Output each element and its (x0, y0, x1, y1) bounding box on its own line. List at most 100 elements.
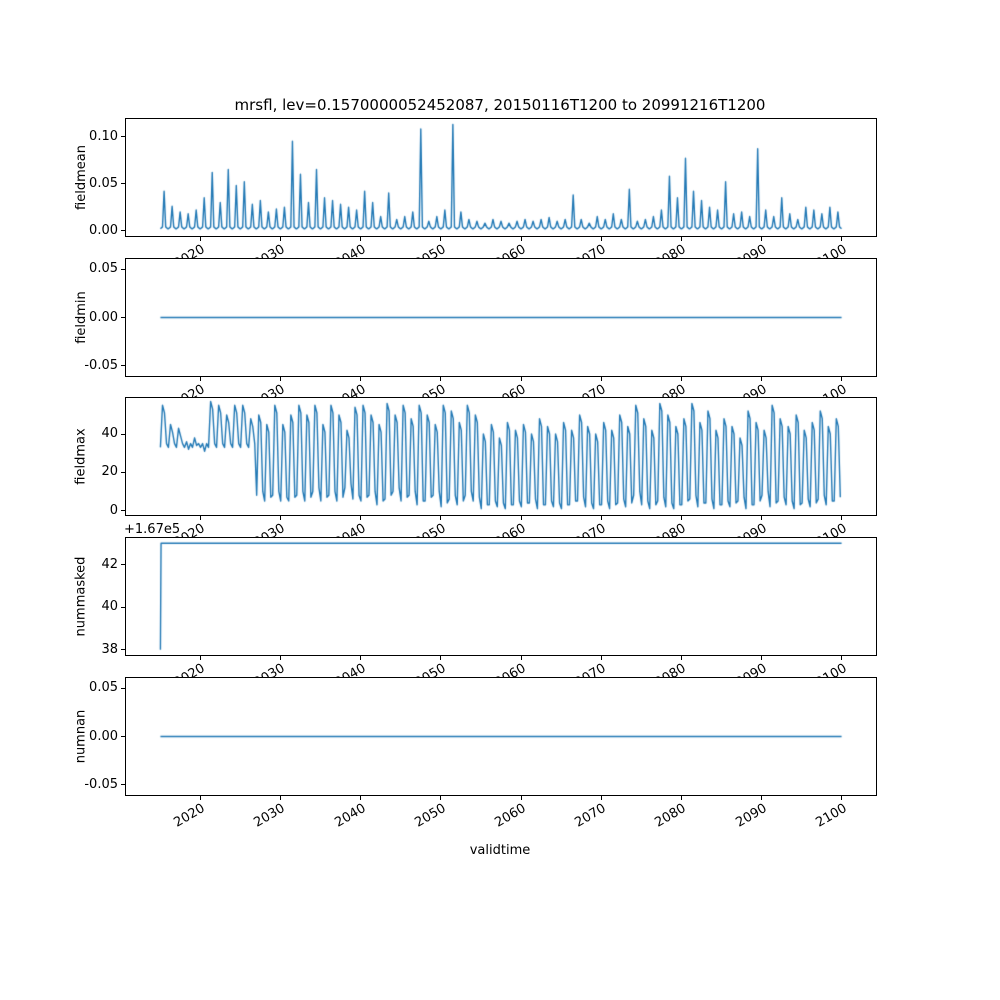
x-tick-mark (199, 516, 201, 520)
x-tick-mark (360, 516, 362, 520)
x-tick-label: 2090 (733, 801, 770, 831)
x-tick-label: 2060 (492, 801, 529, 831)
x-tick-mark (680, 656, 682, 660)
y-tick-mark (121, 564, 125, 566)
x-tick-label: 2100 (813, 801, 850, 831)
x-tick-mark (199, 796, 201, 800)
y-tick-label: -0.05 (84, 357, 118, 373)
y-axis-label-nummasked: nummasked (73, 556, 89, 637)
numnan-line-plot (126, 678, 876, 795)
x-tick-mark (520, 656, 522, 660)
subplot-numnan: numnan -0.05 0.00 0.05 2020 2030 2040 2050 2060… (74, 677, 877, 831)
y-tick-mark (121, 136, 125, 138)
y-tick-label: 38 (101, 641, 118, 657)
x-tick-mark (520, 237, 522, 241)
y-tick-label: 0.10 (89, 128, 118, 144)
x-tick-label: 2030 (251, 801, 288, 831)
x-tick-mark (279, 516, 281, 520)
x-tick-mark (199, 237, 201, 241)
x-tick-mark (761, 377, 763, 381)
y-tick-label: 40 (101, 426, 118, 441)
x-tick-mark (600, 796, 602, 800)
x-tick-mark (761, 516, 763, 520)
x-tick-mark (199, 377, 201, 381)
x-tick-mark (279, 656, 281, 660)
x-tick-mark (761, 656, 763, 660)
x-tick-mark (680, 377, 682, 381)
chart-title: mrsfl, lev=0.1570000052452087, 20150116T… (234, 96, 766, 114)
y-axis-label-fieldmean: fieldmean (73, 145, 89, 210)
x-tick-label: 2050 (412, 801, 449, 831)
y-tick-mark (121, 687, 125, 689)
x-tick-mark (279, 237, 281, 241)
y-tick-label: 42 (101, 556, 118, 572)
y-tick-label: 40 (101, 599, 118, 615)
y-tick-mark (121, 183, 125, 185)
fieldmean-line-plot (126, 119, 876, 236)
x-tick-mark (360, 796, 362, 800)
x-tick-mark (440, 796, 442, 800)
y-axis-label-fieldmax: fieldmax (73, 428, 89, 485)
y-tick-label: 0.00 (89, 309, 118, 325)
y-tick-mark (121, 606, 125, 608)
x-tick-mark (761, 796, 763, 800)
x-tick-mark (360, 656, 362, 660)
y-tick-label: 0.05 (89, 261, 118, 277)
x-tick-mark (279, 377, 281, 381)
y-tick-label: 0.00 (89, 222, 118, 238)
y-tick-label: 0.00 (89, 728, 118, 744)
x-tick-mark (520, 516, 522, 520)
x-tick-mark (841, 377, 843, 381)
y-tick-label: -0.05 (84, 776, 118, 792)
x-tick-mark (761, 237, 763, 241)
x-tick-mark (440, 377, 442, 381)
x-tick-mark (600, 377, 602, 381)
y-tick-mark (121, 230, 125, 232)
x-tick-mark (440, 237, 442, 241)
y-tick-label: 20 (101, 464, 118, 480)
x-tick-mark (199, 656, 201, 660)
subplot-fieldmin: fieldmin -0.050.000.05202020302040205020… (74, 258, 877, 412)
x-tick-mark (440, 656, 442, 660)
x-tick-mark (440, 516, 442, 520)
x-tick-mark (680, 516, 682, 520)
subplot-fieldmax: fieldmax 0 20 40 2020 2030 2040 2050 2060 2070 20… (74, 397, 877, 551)
y-tick-mark (121, 649, 125, 651)
subplot-fieldmean: fieldmean 0.00 0.05 0.10 2020 2030 2040 2050 20… (74, 118, 877, 272)
fieldmin-line-plot (126, 259, 876, 376)
x-tick-mark (520, 796, 522, 800)
y-tick-mark (121, 365, 125, 367)
axis-offset-text: +1.67e5 (124, 522, 181, 537)
y-tick-mark (121, 784, 125, 786)
x-tick-mark (841, 796, 843, 800)
y-tick-mark (121, 433, 125, 435)
y-tick-mark (121, 317, 125, 318)
x-tick-mark (680, 796, 682, 800)
x-tick-mark (841, 237, 843, 241)
fieldmax-line-plot (126, 398, 876, 515)
x-tick-label: 2040 (331, 801, 369, 831)
x-tick-mark (680, 237, 682, 241)
x-tick-label: 2020 (171, 801, 208, 831)
nummasked-line-plot (126, 538, 876, 655)
x-tick-mark (360, 237, 362, 241)
x-tick-label: 2070 (572, 801, 609, 831)
x-tick-mark (600, 656, 602, 660)
x-axis-label: validtime (469, 843, 531, 858)
x-tick-mark (520, 377, 522, 381)
x-tick-mark (279, 796, 281, 800)
subplot-nummasked: nummasked +1.67e5 38 40 42 2020 2030 2040 2050… (74, 522, 877, 691)
x-tick-mark (841, 656, 843, 660)
x-tick-mark (841, 516, 843, 520)
y-tick-label: 0 (109, 502, 118, 518)
y-tick-mark (121, 510, 125, 512)
y-tick-mark (121, 268, 125, 270)
y-tick-mark (121, 736, 125, 737)
y-tick-label: 0.05 (89, 680, 118, 696)
y-tick-label: 0.05 (89, 175, 118, 191)
x-tick-label: 2080 (652, 801, 689, 831)
x-tick-mark (600, 237, 602, 241)
y-tick-mark (121, 471, 125, 473)
x-tick-mark (600, 516, 602, 520)
